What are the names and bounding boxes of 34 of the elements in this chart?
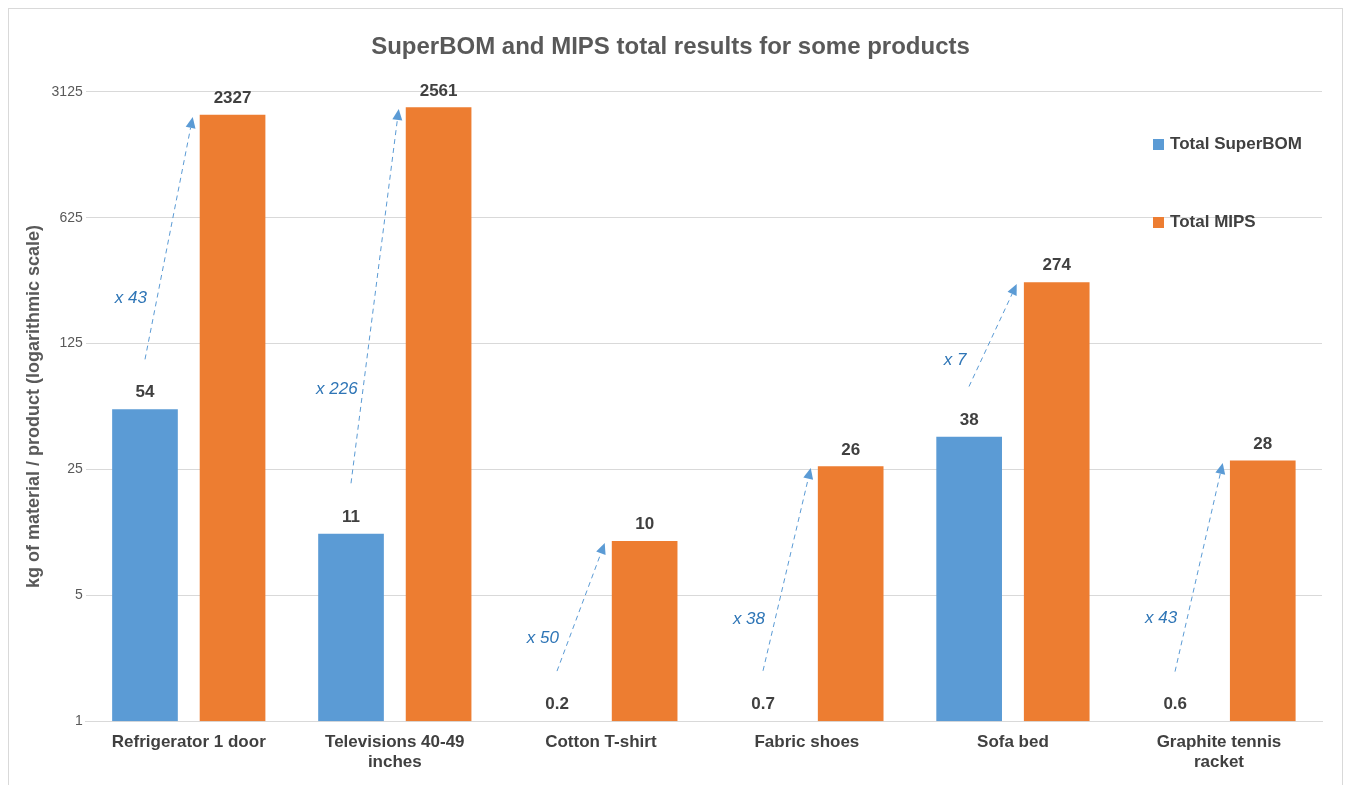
y-tick-label: 1 <box>74 712 83 729</box>
data-label: 2327 <box>213 88 252 108</box>
x-tick-label: Televisions 40-49 inches <box>325 732 465 772</box>
x-tick-label: Cotton T-shirt <box>545 732 657 752</box>
y-tick-label: 125 <box>59 334 83 351</box>
x-tick-label: Refrigerator 1 door <box>111 732 267 752</box>
data-label: 2561 <box>419 80 458 100</box>
data-label: 10 <box>635 514 655 534</box>
legend-label: Total MIPS <box>1170 212 1256 232</box>
y-tick-label: 25 <box>67 460 83 477</box>
y-tick-label: 625 <box>59 208 83 225</box>
data-label: 274 <box>1042 255 1072 275</box>
y-tick-label: 3125 <box>51 82 83 99</box>
y-axis-title: kg of material / product (logarithmic scale) <box>22 224 43 589</box>
chart-title: SuperBOM and MIPS total results for some products <box>371 32 970 60</box>
data-label: 28 <box>1253 433 1273 453</box>
text: 0.2 <box>545 694 569 714</box>
annotation: x 38 <box>731 609 767 630</box>
data-label: 26 <box>841 439 861 459</box>
annotation: x 50 <box>525 628 560 649</box>
annotation: x 7 <box>942 350 968 371</box>
x-tick-label: Sofa bed <box>977 732 1049 752</box>
text: 0.6 <box>1163 694 1188 714</box>
x-tick-label: Graphite tennis racket <box>1156 732 1282 772</box>
annotation: x 43 <box>1143 608 1179 629</box>
data-label: 54 <box>135 382 155 402</box>
annotation: x 43 <box>113 287 148 308</box>
data-label: 38 <box>959 409 979 429</box>
y-tick-label: 5 <box>74 586 83 603</box>
legend-label: Total SuperBOM <box>1170 134 1302 154</box>
x-tick-label: Fabric shoes <box>754 732 860 752</box>
data-label: 11 <box>342 506 361 526</box>
annotation: x 226 <box>314 379 359 400</box>
text: 0.7 <box>751 694 775 714</box>
